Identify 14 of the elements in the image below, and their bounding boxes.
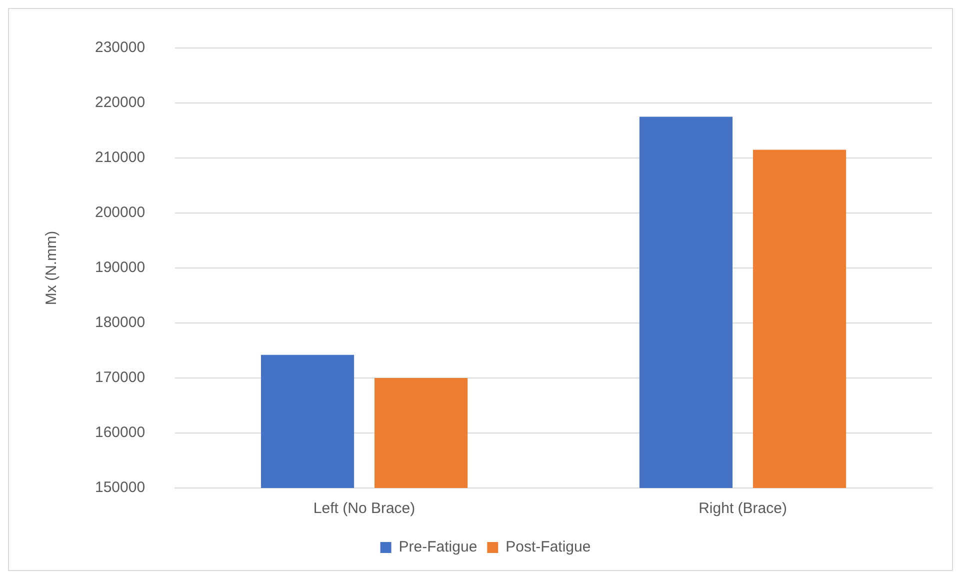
legend-label: Pre-Fatigue xyxy=(398,538,478,556)
y-tick-label: 200000 xyxy=(94,204,146,222)
legend-label: Post-Fatigue xyxy=(506,538,591,556)
x-tick-label: Right (Brace) xyxy=(698,500,787,518)
y-tick-label: 150000 xyxy=(94,479,146,496)
y-axis-title: Mx (N.mm) xyxy=(43,230,60,306)
y-tick-label: 230000 xyxy=(94,39,146,56)
y-tick-label: 160000 xyxy=(94,424,146,442)
y-tick-label: 180000 xyxy=(94,314,146,332)
x-tick-label: Left (No Brace) xyxy=(313,500,416,518)
y-tick-label: 170000 xyxy=(94,369,146,386)
y-tick-label: 220000 xyxy=(94,94,146,112)
y-tick-label: 210000 xyxy=(94,149,146,166)
y-tick-label: 190000 xyxy=(94,259,146,276)
